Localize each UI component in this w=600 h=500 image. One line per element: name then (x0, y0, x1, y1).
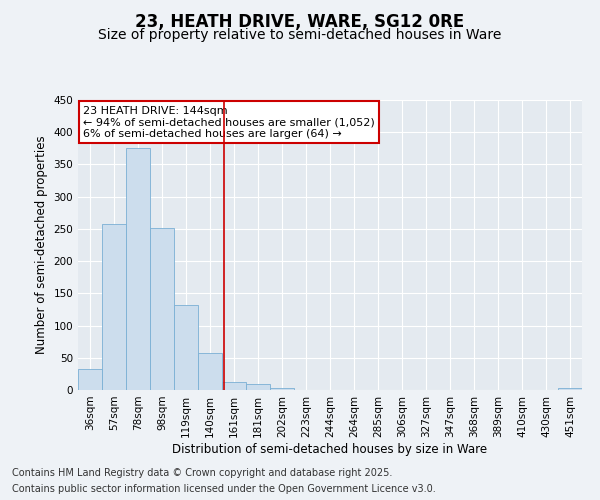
Bar (150, 228, 174, 390)
Bar (270, 388, 294, 390)
Y-axis label: Number of semi-detached properties: Number of semi-detached properties (35, 136, 48, 354)
Bar (102, 224, 126, 390)
Bar (174, 305, 198, 390)
Bar (246, 384, 270, 390)
Bar (222, 382, 246, 390)
Bar (198, 354, 222, 390)
Text: Contains HM Land Registry data © Crown copyright and database right 2025.: Contains HM Land Registry data © Crown c… (12, 468, 392, 477)
Text: Size of property relative to semi-detached houses in Ware: Size of property relative to semi-detach… (98, 28, 502, 42)
Bar (78, 368, 102, 390)
Text: 23, HEATH DRIVE, WARE, SG12 0RE: 23, HEATH DRIVE, WARE, SG12 0RE (136, 12, 464, 30)
Text: 23 HEATH DRIVE: 144sqm
← 94% of semi-detached houses are smaller (1,052)
6% of s: 23 HEATH DRIVE: 144sqm ← 94% of semi-det… (83, 106, 375, 139)
Bar (558, 388, 582, 390)
Bar (126, 148, 150, 390)
X-axis label: Distribution of semi-detached houses by size in Ware: Distribution of semi-detached houses by … (172, 442, 488, 456)
Text: Contains public sector information licensed under the Open Government Licence v3: Contains public sector information licen… (12, 484, 436, 494)
